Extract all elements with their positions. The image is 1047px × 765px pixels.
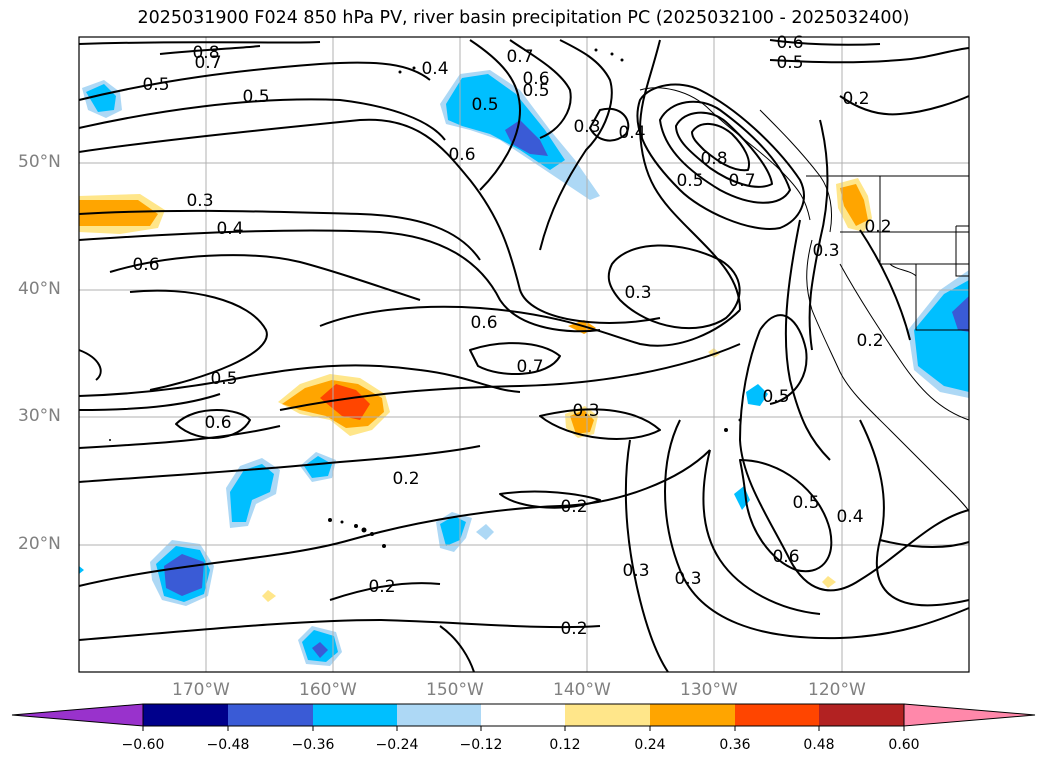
colorbar-segment: [819, 704, 904, 726]
colorbar-segment: [397, 704, 481, 726]
precip-negative-area: [952, 296, 969, 332]
contour-label: 0.2: [392, 469, 419, 489]
contour-label: 0.2: [560, 497, 587, 517]
pv-contours: [78, 39, 970, 673]
precip-negative-area: [304, 456, 332, 478]
lat-label-30n: 30°N: [18, 406, 61, 426]
precip-positive-area: [262, 590, 276, 602]
contour-label: 0.6: [772, 547, 799, 567]
contour-label: 0.5: [210, 369, 237, 389]
contour-label: 0.7: [728, 171, 755, 191]
colorbar-segment: [228, 704, 313, 726]
precip-positive-area: [822, 576, 836, 588]
colorbar-tick-label: −0.24: [375, 737, 419, 753]
contour-label: 0.5: [471, 95, 498, 115]
contour-label: 0.4: [421, 59, 448, 79]
colorbar-tick-label: 0.36: [719, 737, 751, 753]
colorbar-segment: [735, 704, 819, 726]
contour-label: 0.5: [762, 387, 789, 407]
islands: [109, 48, 742, 548]
contour-label: 0.3: [624, 283, 651, 303]
precip-negative-area: [86, 84, 116, 112]
colorbar-segment: [143, 704, 228, 726]
lat-label-50n: 50°N: [18, 152, 61, 172]
contour-label: 0.3: [186, 191, 213, 211]
lon-label-160w: 160°W: [299, 680, 357, 700]
precip-negative-area: [312, 642, 328, 658]
colorbar-segment: [650, 704, 735, 726]
contour-label: 0.5: [676, 171, 703, 191]
colorbar-tick-label: −0.60: [121, 737, 165, 753]
contour-label: 0.2: [864, 217, 891, 237]
lon-label-130w: 130°W: [680, 680, 738, 700]
contour-label: 0.2: [856, 331, 883, 351]
colorbar-tick-label: 0.12: [549, 737, 581, 753]
contour-label: 0.5: [776, 53, 803, 73]
contour-label: 0.5: [142, 75, 169, 95]
precip-negative-area: [746, 384, 768, 406]
colorbar-tick-label: −0.36: [291, 737, 335, 753]
contour-label: 0.7: [194, 53, 221, 73]
contour-label: 0.3: [622, 561, 649, 581]
precip-negative-area: [476, 524, 494, 540]
colorbar-segment: [313, 704, 397, 726]
colorbar-segment: [565, 704, 650, 726]
contour-label: 0.2: [368, 577, 395, 597]
colorbar-lower-extend: [11, 703, 144, 727]
lon-label-140w: 140°W: [553, 680, 611, 700]
contour-label: 0.5: [242, 87, 269, 107]
contour-label: 0.2: [560, 619, 587, 639]
contour-label: 0.4: [216, 219, 243, 239]
precip-positive-area: [570, 410, 594, 434]
lat-label-40n: 40°N: [18, 279, 61, 299]
contour-label: 0.3: [573, 117, 600, 137]
colorbar-upper-extend: [903, 703, 1036, 727]
contour-label: 0.5: [792, 493, 819, 513]
lon-label-120w: 120°W: [808, 680, 866, 700]
precip-negative-area: [230, 464, 274, 522]
coastlines: [639, 87, 970, 513]
contour-label: 0.8: [700, 149, 727, 169]
contour-labels: 0.8 0.7 0.4 0.7 0.6 0.5 0.6 0.5 0.5 0.5 …: [132, 33, 891, 639]
contour-label: 0.8: [192, 43, 219, 63]
colorbar: [11, 703, 1036, 731]
precip-negative-area: [914, 280, 969, 392]
colorbar-segment: [481, 704, 565, 726]
lon-label-170w: 170°W: [172, 680, 230, 700]
contour-label: 0.6: [448, 145, 475, 165]
contour-label: 0.3: [572, 401, 599, 421]
colorbar-tick-label: −0.12: [459, 737, 503, 753]
contour-label: 0.2: [842, 89, 869, 109]
precip-negative-area: [505, 120, 548, 156]
contour-label: 0.4: [836, 507, 863, 527]
colorbar-tick-label: 0.24: [634, 737, 666, 753]
colorbar-tick-label: −0.48: [206, 737, 250, 753]
contour-label: 0.6: [204, 413, 231, 433]
lon-label-150w: 150°W: [426, 680, 484, 700]
contour-label: 0.6: [470, 313, 497, 333]
lat-label-20n: 20°N: [18, 534, 61, 554]
precip-negative-area: [164, 554, 204, 596]
colorbar-tick-label: 0.48: [803, 737, 835, 753]
contour-label: 0.3: [812, 241, 839, 261]
contour-label: 0.6: [132, 255, 159, 275]
contour-label: 0.6: [776, 33, 803, 53]
contour-label: 0.7: [506, 47, 533, 67]
precip-positive-area: [840, 184, 868, 226]
contour-label: 0.4: [618, 123, 645, 143]
contour-label: 0.5: [522, 81, 549, 101]
contour-label: 0.7: [516, 357, 543, 377]
contour-label: 0.6: [522, 69, 549, 89]
colorbar-tick-label: 0.60: [888, 737, 920, 753]
chart-title: 2025031900 F024 850 hPa PV, river basin …: [137, 8, 910, 28]
precip-negative-area: [79, 566, 84, 574]
contour-label: 0.3: [674, 569, 701, 589]
